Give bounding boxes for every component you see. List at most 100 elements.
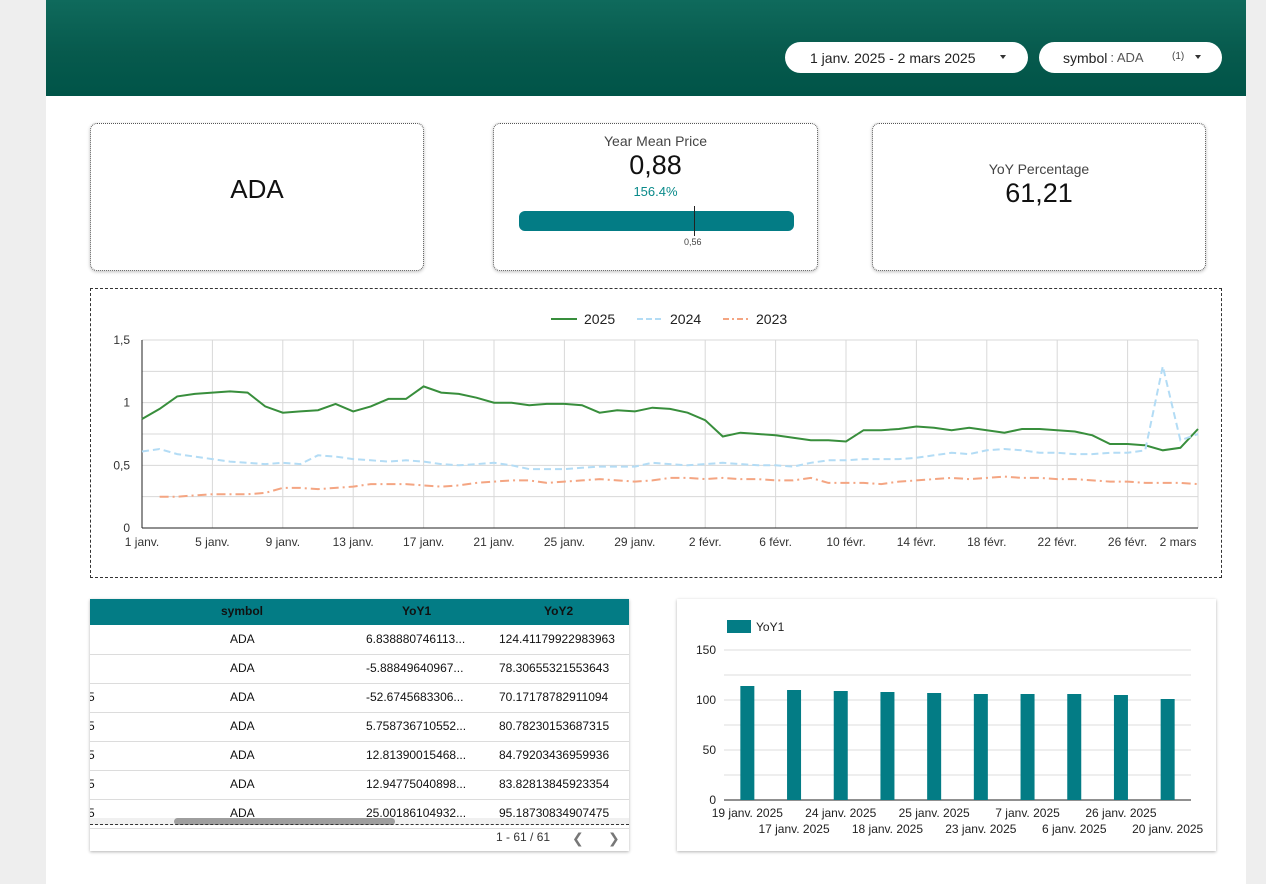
x-tick-label: 18 févr. bbox=[967, 535, 1006, 549]
y-tick-label: 0 bbox=[123, 521, 130, 535]
table-row[interactable]: 5 ADA 12.94775040898... 83.82813845923354 bbox=[90, 770, 629, 800]
symbol-filter-control[interactable]: symbol : ADA (1) bbox=[1039, 42, 1222, 73]
x-tick-label: 6 févr. bbox=[759, 535, 792, 549]
bar[interactable] bbox=[880, 692, 895, 800]
mean-price-progress-bar bbox=[519, 211, 794, 231]
yoy1-cell: 5.758736710552... bbox=[366, 719, 466, 733]
symbol-scorecard: ADA bbox=[90, 123, 424, 271]
yoy-percentage-scorecard: YoY Percentage 61,21 bbox=[872, 123, 1206, 271]
symbol-cell: ADA bbox=[230, 719, 255, 733]
table-row[interactable]: 5 ADA -52.6745683306... 70.17178782911094 bbox=[90, 683, 629, 713]
horizontal-scrollbar-thumb[interactable] bbox=[174, 818, 395, 825]
series-line-2023 bbox=[159, 475, 1199, 498]
x-tick-label: 10 févr. bbox=[826, 535, 865, 549]
yoy1-cell: 12.81390015468... bbox=[366, 748, 466, 762]
x-tick-label: 13 janv. bbox=[333, 535, 374, 549]
table-footer-divider bbox=[90, 824, 629, 825]
x-tick-label: 22 févr. bbox=[1038, 535, 1077, 549]
yoy2-cell: 80.78230153687315 bbox=[499, 719, 610, 733]
x-tick-label: 14 févr. bbox=[897, 535, 936, 549]
chevron-right-icon[interactable]: ❯ bbox=[608, 830, 620, 846]
x-tick-label: 25 janv. 2025 bbox=[899, 806, 970, 820]
yoy-percentage-value: 61,21 bbox=[1005, 178, 1073, 208]
x-tick-label: 1 janv. bbox=[125, 535, 159, 549]
report-page: 1 janv. 2025 - 2 mars 2025 symbol : ADA … bbox=[46, 0, 1246, 884]
x-tick-label: 18 janv. 2025 bbox=[852, 822, 923, 836]
row-leading-cell: 5 bbox=[90, 719, 95, 733]
yoy-table: symbol YoY1 YoY2 ADA 6.838880746113... 124… bbox=[90, 599, 629, 851]
row-leading-cell: 5 bbox=[90, 690, 95, 704]
symbol-filter-label: symbol bbox=[1063, 49, 1108, 66]
line-chart-svg: 1 janv. 5 janv. 9 janv. 13 janv. 17 janv. 21 … bbox=[113, 311, 1199, 549]
target-marker bbox=[694, 206, 695, 236]
yoy2-cell: 124.41179922983963 bbox=[499, 632, 615, 646]
yoy2-cell: 95.18730834907475 bbox=[499, 806, 610, 820]
x-tick-label: 9 janv. bbox=[266, 535, 300, 549]
yoy2-cell: 84.79203436959936 bbox=[499, 748, 610, 762]
legend-swatch-YoY1 bbox=[727, 620, 751, 633]
date-range-control[interactable]: 1 janv. 2025 - 2 mars 2025 bbox=[785, 42, 1028, 73]
table-row[interactable]: 5 ADA 12.81390015468... 84.79203436959936 bbox=[90, 741, 629, 771]
y-tick-label: 0,5 bbox=[113, 458, 130, 472]
target-label: 0,56 bbox=[684, 237, 702, 247]
row-leading-cell: 5 bbox=[90, 806, 95, 820]
bar[interactable] bbox=[740, 686, 755, 800]
x-tick-label: 29 janv. bbox=[614, 535, 655, 549]
bar[interactable] bbox=[927, 693, 942, 800]
symbol-cell: ADA bbox=[230, 632, 255, 646]
yoy-bar-chart: 0 50 100 150 19 janv. 2025 17 janv. 2025 24 ja… bbox=[677, 599, 1216, 851]
y-tick-label: 50 bbox=[703, 743, 717, 757]
date-range-label: 1 janv. 2025 - 2 mars 2025 bbox=[810, 49, 976, 66]
symbol-cell: ADA bbox=[230, 690, 255, 704]
column-header-symbol[interactable]: symbol bbox=[221, 604, 264, 618]
bar[interactable] bbox=[1160, 699, 1175, 800]
y-tick-label: 150 bbox=[696, 643, 716, 657]
bar[interactable] bbox=[1113, 695, 1128, 800]
x-tick-label: 2 mars bbox=[1160, 535, 1197, 549]
mean-price-title: Year Mean Price bbox=[604, 133, 707, 149]
y-tick-label: 1 bbox=[123, 396, 130, 410]
table-row[interactable]: ADA 6.838880746113... 124.41179922983963 bbox=[90, 625, 629, 655]
series-line-2024 bbox=[141, 366, 1199, 471]
column-header-yoy2[interactable]: YoY2 bbox=[544, 604, 574, 618]
x-tick-label: 17 janv. 2025 bbox=[758, 822, 829, 836]
row-leading-cell: 5 bbox=[90, 777, 95, 791]
chevron-left-icon[interactable]: ❮ bbox=[572, 830, 584, 846]
dropdown-caret-icon bbox=[1195, 55, 1201, 59]
table-row[interactable]: 5 ADA 5.758736710552... 80.78230153687315 bbox=[90, 712, 629, 742]
legend-label-2024: 2024 bbox=[670, 311, 701, 327]
x-tick-label: 26 janv. 2025 bbox=[1085, 806, 1156, 820]
symbol-cell: ADA bbox=[230, 777, 255, 791]
yoy1-cell: 12.94775040898... bbox=[366, 777, 466, 791]
table-row[interactable]: ADA -5.88849640967... 78.30655321553643 bbox=[90, 654, 629, 684]
yoy1-cell: 6.838880746113... bbox=[366, 632, 466, 646]
legend-label-2025: 2025 bbox=[584, 311, 615, 327]
yoy1-cell: -52.6745683306... bbox=[366, 690, 464, 704]
x-tick-label: 23 janv. 2025 bbox=[945, 822, 1016, 836]
dropdown-caret-icon bbox=[1000, 55, 1006, 59]
bar[interactable] bbox=[1067, 694, 1082, 800]
bar[interactable] bbox=[787, 690, 802, 800]
bar[interactable] bbox=[1020, 694, 1035, 800]
y-tick-label: 1,5 bbox=[113, 333, 130, 347]
symbol-cell: ADA bbox=[230, 748, 255, 762]
mean-price-scorecard: Year Mean Price 0,88 156.4% 0,56 bbox=[493, 123, 818, 271]
mean-price-delta: 156.4% bbox=[633, 184, 678, 199]
bar[interactable] bbox=[973, 694, 988, 800]
y-tick-label: 0 bbox=[709, 793, 716, 807]
bar[interactable] bbox=[833, 691, 848, 800]
legend-label-YoY1: YoY1 bbox=[756, 620, 785, 634]
report-header: 1 janv. 2025 - 2 mars 2025 symbol : ADA … bbox=[46, 0, 1246, 96]
table-row[interactable]: 5 ADA 25.00186104932... 95.18730834907475 bbox=[90, 799, 629, 829]
x-tick-label: 7 janv. 2025 bbox=[995, 806, 1060, 820]
table-header: symbol YoY1 YoY2 bbox=[90, 599, 629, 625]
symbol-cell: ADA bbox=[230, 806, 255, 820]
x-tick-label: 26 févr. bbox=[1108, 535, 1147, 549]
x-tick-label: 20 janv. 2025 bbox=[1132, 822, 1203, 836]
yoy-percentage-title: YoY Percentage bbox=[988, 161, 1090, 177]
series-line-2025 bbox=[141, 385, 1199, 452]
price-line-chart: 1 janv. 5 janv. 9 janv. 13 janv. 17 janv. 21 … bbox=[90, 288, 1222, 578]
column-header-yoy1[interactable]: YoY1 bbox=[402, 604, 432, 618]
x-tick-label: 2 févr. bbox=[689, 535, 722, 549]
yoy1-cell: -5.88849640967... bbox=[366, 661, 464, 675]
